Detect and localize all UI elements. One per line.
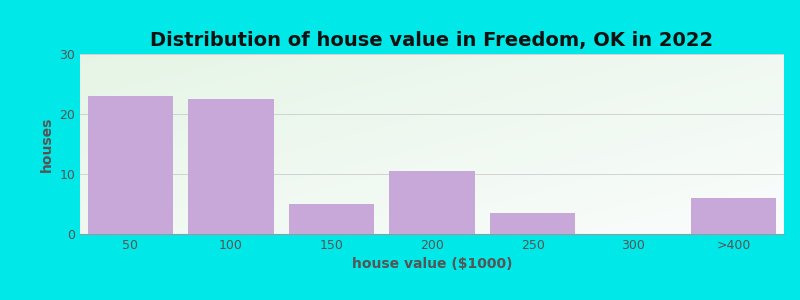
Bar — [490, 213, 575, 234]
Bar — [390, 171, 474, 234]
Y-axis label: houses: houses — [40, 116, 54, 172]
X-axis label: house value ($1000): house value ($1000) — [352, 257, 512, 272]
Bar — [289, 204, 374, 234]
Title: Distribution of house value in Freedom, OK in 2022: Distribution of house value in Freedom, … — [150, 31, 714, 50]
Bar — [691, 198, 777, 234]
Bar — [188, 99, 274, 234]
Bar — [87, 96, 173, 234]
